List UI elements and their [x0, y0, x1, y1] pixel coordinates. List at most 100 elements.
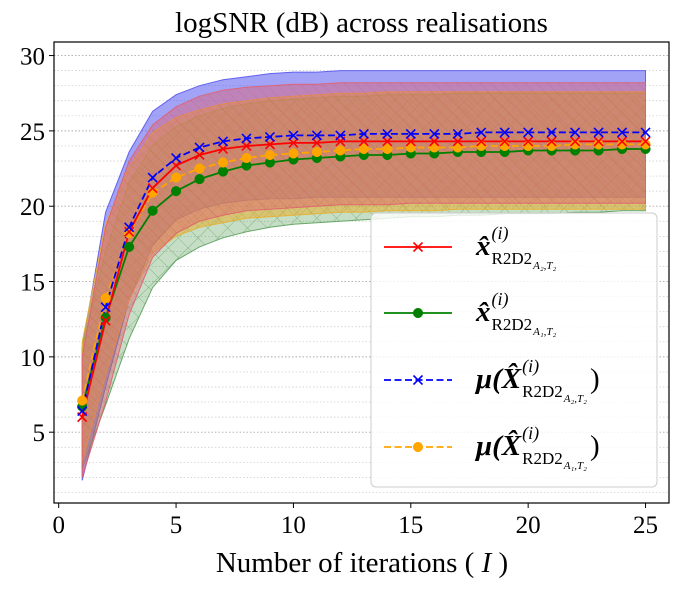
legend-label-sup-3: (i): [522, 423, 539, 444]
data-point: [335, 145, 346, 156]
legend: x̂ (i)R2D2 A₂,T₂x̂ (i)R2D2 A₁,T₂μ(X̂ (i)R2D2 A…: [370, 212, 658, 488]
data-point: [429, 128, 440, 139]
data-point: [640, 139, 651, 150]
data-point: [382, 128, 393, 139]
data-point: [77, 406, 88, 417]
data-point: [405, 142, 416, 153]
data-point: [170, 160, 182, 171]
data-point: [100, 315, 111, 326]
data-point: [124, 222, 135, 233]
data-point: [171, 172, 182, 183]
data-point: [523, 140, 534, 152]
data-point: [499, 140, 510, 152]
data-point: [640, 127, 651, 138]
data-point: [264, 149, 276, 161]
legend-label-sub-1: R2D2: [492, 315, 533, 334]
data-point: [194, 149, 205, 161]
data-point: [147, 205, 158, 216]
data-point: [382, 136, 393, 147]
y-axis-ticks: 5 10 15 20 25 30: [20, 44, 54, 447]
data-point: [546, 140, 557, 152]
legend-label-main-1: x̂: [475, 296, 491, 328]
data-point: [194, 163, 205, 174]
data-point: [194, 142, 205, 153]
x-tick-label: 25: [633, 512, 658, 539]
legend-marker-0: [412, 241, 424, 253]
y-tick-label: 30: [20, 44, 45, 71]
data-point: [476, 136, 487, 147]
data-point: [546, 136, 557, 147]
data-point: [335, 130, 346, 141]
data-point: [570, 136, 581, 147]
data-point: [264, 139, 276, 150]
data-point: [264, 131, 276, 142]
legend-frame: [370, 212, 658, 488]
legend-label-subsub-3: A₁,T₂: [563, 460, 587, 472]
chart-title: logSNR (dB) across realisations: [175, 7, 548, 39]
legend-label-sup-1: (i): [492, 289, 509, 310]
data-point: [100, 302, 111, 313]
x-tick-label: 0: [52, 512, 65, 539]
data-point: [616, 127, 628, 138]
data-point: [288, 148, 299, 159]
legend-label-close-2: ): [590, 363, 600, 395]
data-point: [288, 130, 299, 141]
y-tick-label: 25: [20, 119, 45, 146]
x-axis-ticks: 0 5 10 15 20 25: [52, 503, 658, 539]
data-point: [405, 136, 416, 147]
legend-label-subsub-2: A₂,T₂: [563, 393, 587, 405]
data-point: [358, 128, 369, 139]
data-point: [241, 140, 252, 152]
data-point: [217, 136, 229, 147]
legend-marker-2: [412, 374, 424, 386]
data-point: [358, 143, 369, 155]
data-point: [640, 136, 651, 147]
data-point: [217, 166, 229, 177]
data-point: [147, 172, 158, 183]
legend-label-sup-2: (i): [522, 356, 539, 377]
data-point: [405, 128, 416, 139]
data-point: [429, 136, 440, 147]
plot-frame: [53, 41, 670, 504]
data-point: [170, 152, 182, 164]
data-point: [499, 127, 510, 138]
series-markers: [77, 127, 651, 423]
data-point: [617, 139, 628, 150]
data-point: [241, 152, 252, 164]
data-point: [593, 136, 604, 147]
data-point: [147, 187, 158, 198]
data-point: [523, 127, 534, 138]
data-point: [311, 137, 322, 149]
data-point: [616, 136, 628, 147]
data-point: [382, 143, 393, 155]
data-point: [499, 136, 510, 147]
data-point: [311, 146, 322, 158]
x-tick-label: 5: [170, 512, 183, 539]
data-point: [100, 293, 111, 304]
x-tick-label: 15: [398, 512, 423, 539]
data-point: [124, 241, 135, 252]
data-point: [194, 174, 205, 185]
legend-label-subsub-0: A₂,T₂: [532, 260, 556, 272]
data-point: [523, 136, 534, 147]
data-point: [77, 395, 88, 406]
legend-label-sub-0: R2D2: [492, 249, 533, 268]
data-point: [217, 157, 229, 168]
data-point: [570, 127, 581, 138]
legend-label-sub-3: R2D2: [522, 449, 563, 468]
data-point: [147, 183, 158, 194]
x-tick-label: 10: [281, 512, 306, 539]
data-point: [593, 139, 604, 150]
data-point: [288, 137, 299, 149]
x-axis-title: Number of iterations ( I ): [216, 547, 508, 579]
data-point: [311, 130, 322, 141]
legend-label-subsub-1: A₁,T₂: [532, 326, 556, 338]
y-tick-label: 15: [20, 270, 45, 297]
data-point: [217, 143, 229, 155]
data-point: [358, 136, 369, 147]
legend-label-main-3: μ(X̂: [474, 429, 522, 462]
legend-label-sub-2: R2D2: [522, 382, 563, 401]
data-point: [100, 312, 111, 323]
data-point: [546, 127, 557, 138]
